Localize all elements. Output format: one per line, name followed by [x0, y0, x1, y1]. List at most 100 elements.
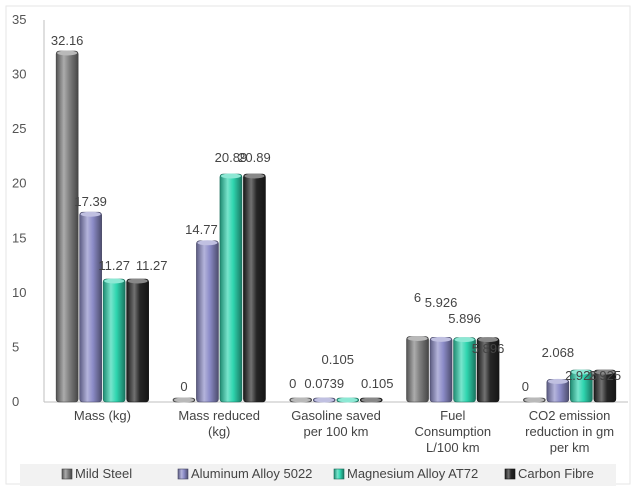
legend-background	[20, 464, 616, 486]
legend-item: Aluminum Alloy 5022	[177, 466, 312, 481]
y-tick-label: 30	[12, 67, 26, 82]
bar-top-cap	[173, 397, 194, 403]
bar-body	[406, 336, 429, 403]
data-label: 20.89	[238, 150, 271, 165]
bar	[312, 397, 336, 403]
bar-top-cap	[244, 173, 265, 179]
bar-top-cap	[80, 211, 101, 217]
bar-top-cap	[314, 397, 335, 403]
bar	[476, 337, 500, 403]
data-label: 0.105	[321, 352, 354, 367]
y-tick-label: 10	[12, 285, 26, 300]
bar	[55, 50, 79, 403]
bar	[196, 240, 219, 403]
y-tick-label: 0	[12, 394, 19, 409]
legend-label: Magnesium Alloy AT72	[347, 466, 478, 481]
bar	[172, 397, 196, 403]
x-category-label: CO2 emission reduction in gm per km	[525, 408, 614, 455]
bar-top-cap	[220, 173, 241, 179]
x-category-label: Mass (kg)	[74, 408, 131, 423]
bar	[336, 397, 360, 403]
bar-body	[55, 50, 79, 403]
bar	[570, 369, 593, 403]
x-category-label: Gasoline saved per 100 km	[291, 408, 381, 439]
bar	[453, 337, 476, 403]
data-labels-group: 32.16 0 0 6 0 17.39 14.77 0.0739 5.926 2.068 11.27…	[51, 33, 621, 394]
bars-group	[55, 50, 617, 403]
bar-body	[219, 173, 243, 403]
bar	[593, 369, 617, 403]
bar-body	[429, 337, 453, 403]
bar	[289, 397, 313, 403]
legend-label: Aluminum Alloy 5022	[191, 466, 312, 481]
data-label: 2.925	[589, 368, 622, 383]
legend-item: Carbon Fibre	[504, 466, 594, 481]
bar-top-cap	[571, 369, 592, 375]
bar	[102, 278, 126, 403]
x-category-label: Fuel Consumption L/100 km	[414, 408, 491, 455]
data-label: 2.068	[542, 345, 575, 360]
bar	[79, 211, 102, 403]
data-label: 5.926	[425, 295, 458, 310]
bar-top-cap	[104, 278, 125, 284]
data-label: 5.896	[472, 341, 505, 356]
bar-top-cap	[407, 336, 428, 342]
bar-body	[243, 173, 266, 403]
bar-top-cap	[290, 397, 311, 403]
bar-top-cap	[454, 337, 475, 343]
x-axis: Mass (kg) Mass reduced (kg) Gasoline saved p…	[44, 401, 628, 455]
bar	[546, 378, 570, 403]
y-axis: 0 5 10 15 20 25 30 35	[12, 12, 45, 409]
bar	[126, 278, 149, 403]
bar	[406, 336, 429, 403]
bar	[219, 173, 243, 403]
legend-item: Magnesium Alloy AT72	[333, 466, 478, 481]
bar-top-cap	[547, 378, 568, 384]
bar-top-cap	[431, 336, 452, 342]
data-label: 17.39	[74, 194, 107, 209]
data-label: 0.105	[361, 376, 394, 391]
data-label: 11.27	[136, 258, 168, 273]
bar-top-cap	[478, 337, 499, 343]
data-label: 14.77	[185, 222, 218, 237]
legend-item: Mild Steel	[61, 466, 132, 481]
legend-label: Mild Steel	[75, 466, 132, 481]
bar	[243, 173, 266, 403]
bar-body	[196, 240, 219, 403]
data-label: 32.16	[51, 33, 84, 48]
legend-swatch	[504, 468, 516, 480]
data-label: 11.27	[98, 258, 130, 273]
legend: Mild Steel Aluminum Alloy 5022 Magnesium A…	[20, 464, 616, 486]
bar-top-cap	[594, 369, 615, 375]
legend-swatch	[177, 468, 189, 480]
legend-swatch	[333, 468, 345, 480]
bar-body	[126, 278, 149, 403]
bar-top-cap	[361, 397, 382, 403]
data-label: 6	[414, 290, 421, 305]
data-label: 0	[289, 376, 296, 391]
data-label: 2.925	[565, 368, 598, 383]
bar	[359, 397, 383, 403]
bar-top-cap	[337, 397, 358, 403]
data-label: 0	[180, 379, 187, 394]
data-label: 0.0739	[304, 376, 344, 391]
bar-top-cap	[524, 397, 545, 403]
y-tick-label: 25	[12, 121, 26, 136]
y-tick-label: 5	[12, 339, 19, 354]
legend-swatch	[61, 468, 73, 480]
data-label: 0	[522, 379, 529, 394]
bar-top-cap	[57, 50, 78, 56]
y-tick-label: 35	[12, 12, 26, 27]
bar	[429, 336, 453, 403]
bar	[523, 397, 546, 403]
legend-label: Carbon Fibre	[518, 466, 594, 481]
bar-body	[79, 211, 102, 403]
bar-top-cap	[197, 240, 218, 246]
x-category-label: Mass reduced (kg)	[178, 408, 260, 439]
data-label: 5.896	[448, 311, 481, 326]
y-tick-label: 15	[12, 230, 26, 245]
bar-top-cap	[127, 278, 148, 284]
y-tick-label: 20	[12, 176, 26, 191]
